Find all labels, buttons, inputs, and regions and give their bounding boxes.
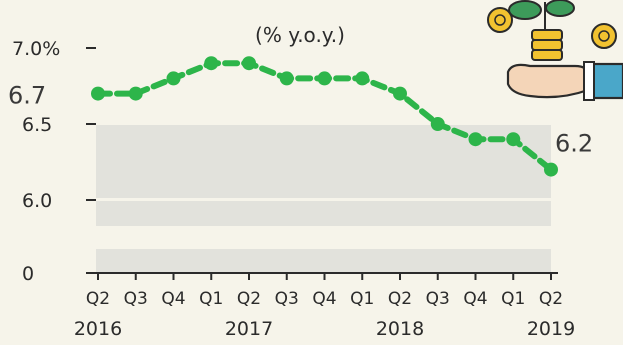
data-point bbox=[430, 117, 445, 131]
lower-shaded-band bbox=[96, 249, 551, 273]
x-year-label: 2016 bbox=[74, 318, 122, 340]
y-tick-label: 7.0% bbox=[12, 38, 60, 60]
y-tick-label: 6.5 bbox=[22, 114, 52, 136]
data-point bbox=[317, 71, 332, 86]
data-point bbox=[166, 71, 181, 86]
y-tick-label: 6.0 bbox=[22, 190, 52, 212]
data-label: 6.7 bbox=[8, 82, 46, 110]
x-category-label: Q2 bbox=[86, 289, 110, 309]
y-tick-label: 0 bbox=[22, 263, 34, 285]
data-point bbox=[91, 86, 105, 101]
x-category-label: Q2 bbox=[388, 289, 412, 309]
data-point bbox=[468, 132, 483, 147]
series-line bbox=[91, 56, 558, 177]
x-year-label: 2019 bbox=[527, 318, 575, 340]
data-point bbox=[204, 56, 219, 71]
data-point bbox=[393, 86, 407, 101]
data-point bbox=[128, 86, 143, 101]
axis-break-gap bbox=[96, 227, 551, 249]
data-point bbox=[279, 71, 294, 86]
x-axis: Q2 Q3 Q4 Q1 Q2 Q3 Q4 Q1 Q2 Q3 Q4 Q1 Q2 2016 2017 2018 20… bbox=[74, 272, 575, 340]
x-category-label: Q3 bbox=[426, 289, 450, 309]
data-labels: 6.7 6.2 bbox=[8, 82, 593, 158]
x-category-label: Q4 bbox=[463, 289, 487, 309]
x-category-label: Q2 bbox=[539, 289, 563, 309]
y-axis: 0 6.0 6.5 7.0% bbox=[12, 38, 96, 285]
plot-bands bbox=[96, 122, 551, 273]
x-category-label: Q4 bbox=[312, 289, 336, 309]
data-point bbox=[544, 162, 558, 177]
chart-subtitle: (% y.o.y.) bbox=[255, 23, 345, 47]
x-category-label: Q3 bbox=[124, 289, 148, 309]
x-category-label: Q3 bbox=[275, 289, 299, 309]
x-category-label: Q2 bbox=[237, 289, 261, 309]
hand-coin-plant-icon bbox=[487, 0, 623, 101]
data-label: 6.2 bbox=[555, 130, 593, 158]
data-point bbox=[355, 71, 370, 86]
x-year-label: 2018 bbox=[376, 318, 424, 340]
data-point bbox=[506, 132, 521, 147]
x-category-label: Q1 bbox=[501, 289, 525, 309]
x-category-label: Q1 bbox=[350, 289, 374, 309]
x-year-label: 2017 bbox=[225, 318, 273, 340]
grid-line-6-0 bbox=[96, 198, 551, 201]
x-category-label: Q4 bbox=[161, 289, 185, 309]
x-category-label: Q1 bbox=[199, 289, 223, 309]
grid-line-6-5 bbox=[96, 122, 551, 125]
data-point bbox=[242, 56, 256, 71]
